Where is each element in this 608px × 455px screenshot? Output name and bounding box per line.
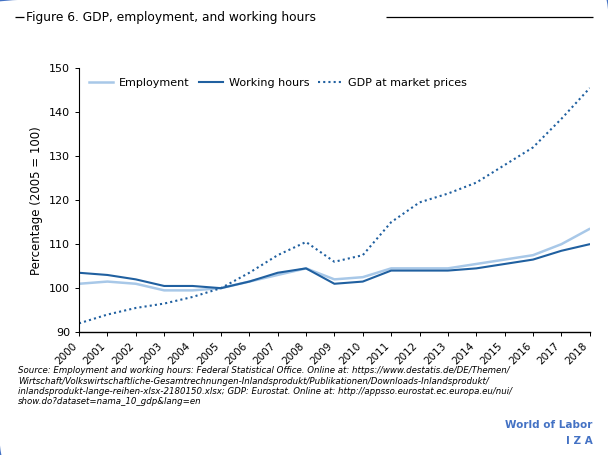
Y-axis label: Percentage (2005 = 100): Percentage (2005 = 100) (30, 126, 43, 274)
Text: I Z A: I Z A (566, 436, 593, 446)
Text: Source: Employment and working hours: Federal Statistical Office. Online at: htt: Source: Employment and working hours: Fe… (18, 366, 512, 406)
Text: Figure 6. GDP, employment, and working hours: Figure 6. GDP, employment, and working h… (26, 11, 316, 24)
Legend: Employment, Working hours, GDP at market prices: Employment, Working hours, GDP at market… (85, 74, 471, 93)
Text: World of Labor: World of Labor (505, 420, 593, 430)
